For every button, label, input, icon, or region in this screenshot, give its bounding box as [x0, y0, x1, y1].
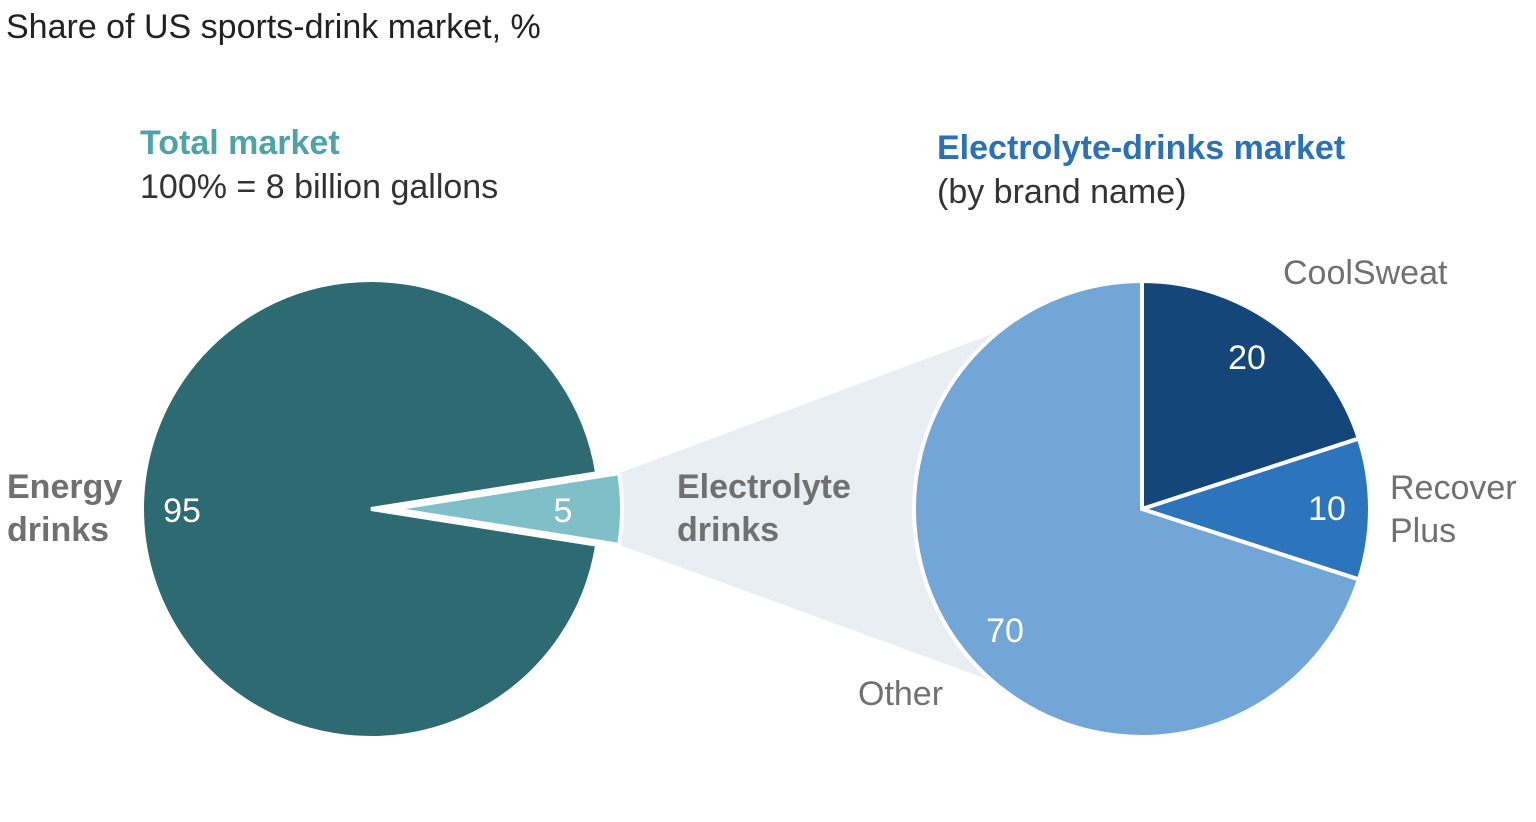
value-label-20: 20: [1228, 339, 1266, 377]
value-label-95: 95: [163, 492, 201, 530]
label-energy: Energy: [7, 468, 122, 506]
slice-recover-plus: [1135, 436, 1372, 582]
label-recover-plus: Plus: [1390, 512, 1456, 550]
slice-energy-drinks: [140, 278, 600, 740]
value-label-70: 70: [986, 612, 1024, 650]
total-market-title: Total market: [140, 124, 340, 162]
value-label-10: 10: [1308, 490, 1346, 528]
label-electrolyte-drinks: drinks: [677, 511, 779, 549]
electrolyte-market-subtitle: (by brand name): [937, 173, 1187, 211]
slice-other: [912, 278, 1362, 739]
label-other: Other: [858, 675, 943, 713]
slice-coolsweat: [1140, 278, 1362, 512]
label-coolsweat: CoolSweat: [1283, 254, 1448, 292]
total-market-subtitle: 100% = 8 billion gallons: [140, 168, 499, 206]
label-electrolyte: Electrolyte: [677, 468, 851, 506]
electrolyte-market-title: Electrolyte-drinks market: [937, 129, 1346, 167]
connector-wedge: [619, 331, 999, 682]
label-energy-drinks: drinks: [7, 511, 109, 549]
label-recover: Recover: [1390, 469, 1517, 507]
slice-electrolyte-drinks: [392, 470, 624, 548]
chart-title: Share of US sports-drink market, %: [6, 8, 541, 46]
value-label-5: 5: [554, 492, 573, 530]
